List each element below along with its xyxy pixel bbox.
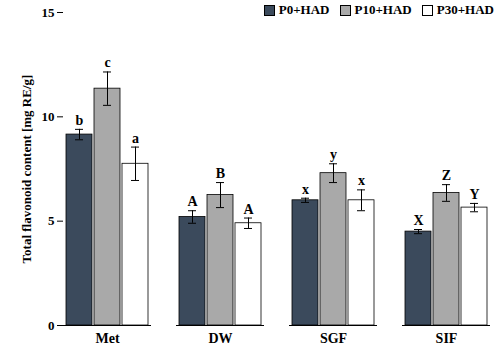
svg-text:X: X	[413, 213, 423, 228]
html-text:P30+HAD: P30+HAD	[436, 2, 494, 17]
html-text:P10+HAD: P10+HAD	[354, 2, 412, 17]
svg-text:Y: Y	[469, 187, 479, 202]
svg-text:0: 0	[48, 318, 55, 333]
svg-text:x: x	[302, 182, 309, 197]
svg-text:y: y	[330, 147, 337, 162]
svg-text:B: B	[216, 166, 225, 181]
svg-text:5: 5	[48, 213, 55, 228]
svg-text:Met: Met	[95, 331, 119, 346]
svg-text:SGF: SGF	[320, 331, 347, 346]
svg-text:b: b	[76, 113, 84, 128]
svg-text:x: x	[358, 173, 365, 188]
svg-text:10: 10	[42, 109, 55, 124]
svg-text:a: a	[132, 131, 139, 146]
svg-text:Total flavonoid content [mg RE: Total flavonoid content [mg RE/g]	[19, 75, 34, 264]
svg-text:DW: DW	[208, 331, 232, 346]
svg-text:c: c	[104, 55, 110, 70]
svg-text:SIF: SIF	[436, 331, 458, 346]
svg-text:Z: Z	[442, 168, 451, 183]
svg-text:A: A	[187, 194, 198, 209]
svg-text:A: A	[243, 202, 254, 217]
html-text:P0+HAD: P0+HAD	[278, 2, 330, 17]
svg-text:15: 15	[42, 5, 56, 20]
